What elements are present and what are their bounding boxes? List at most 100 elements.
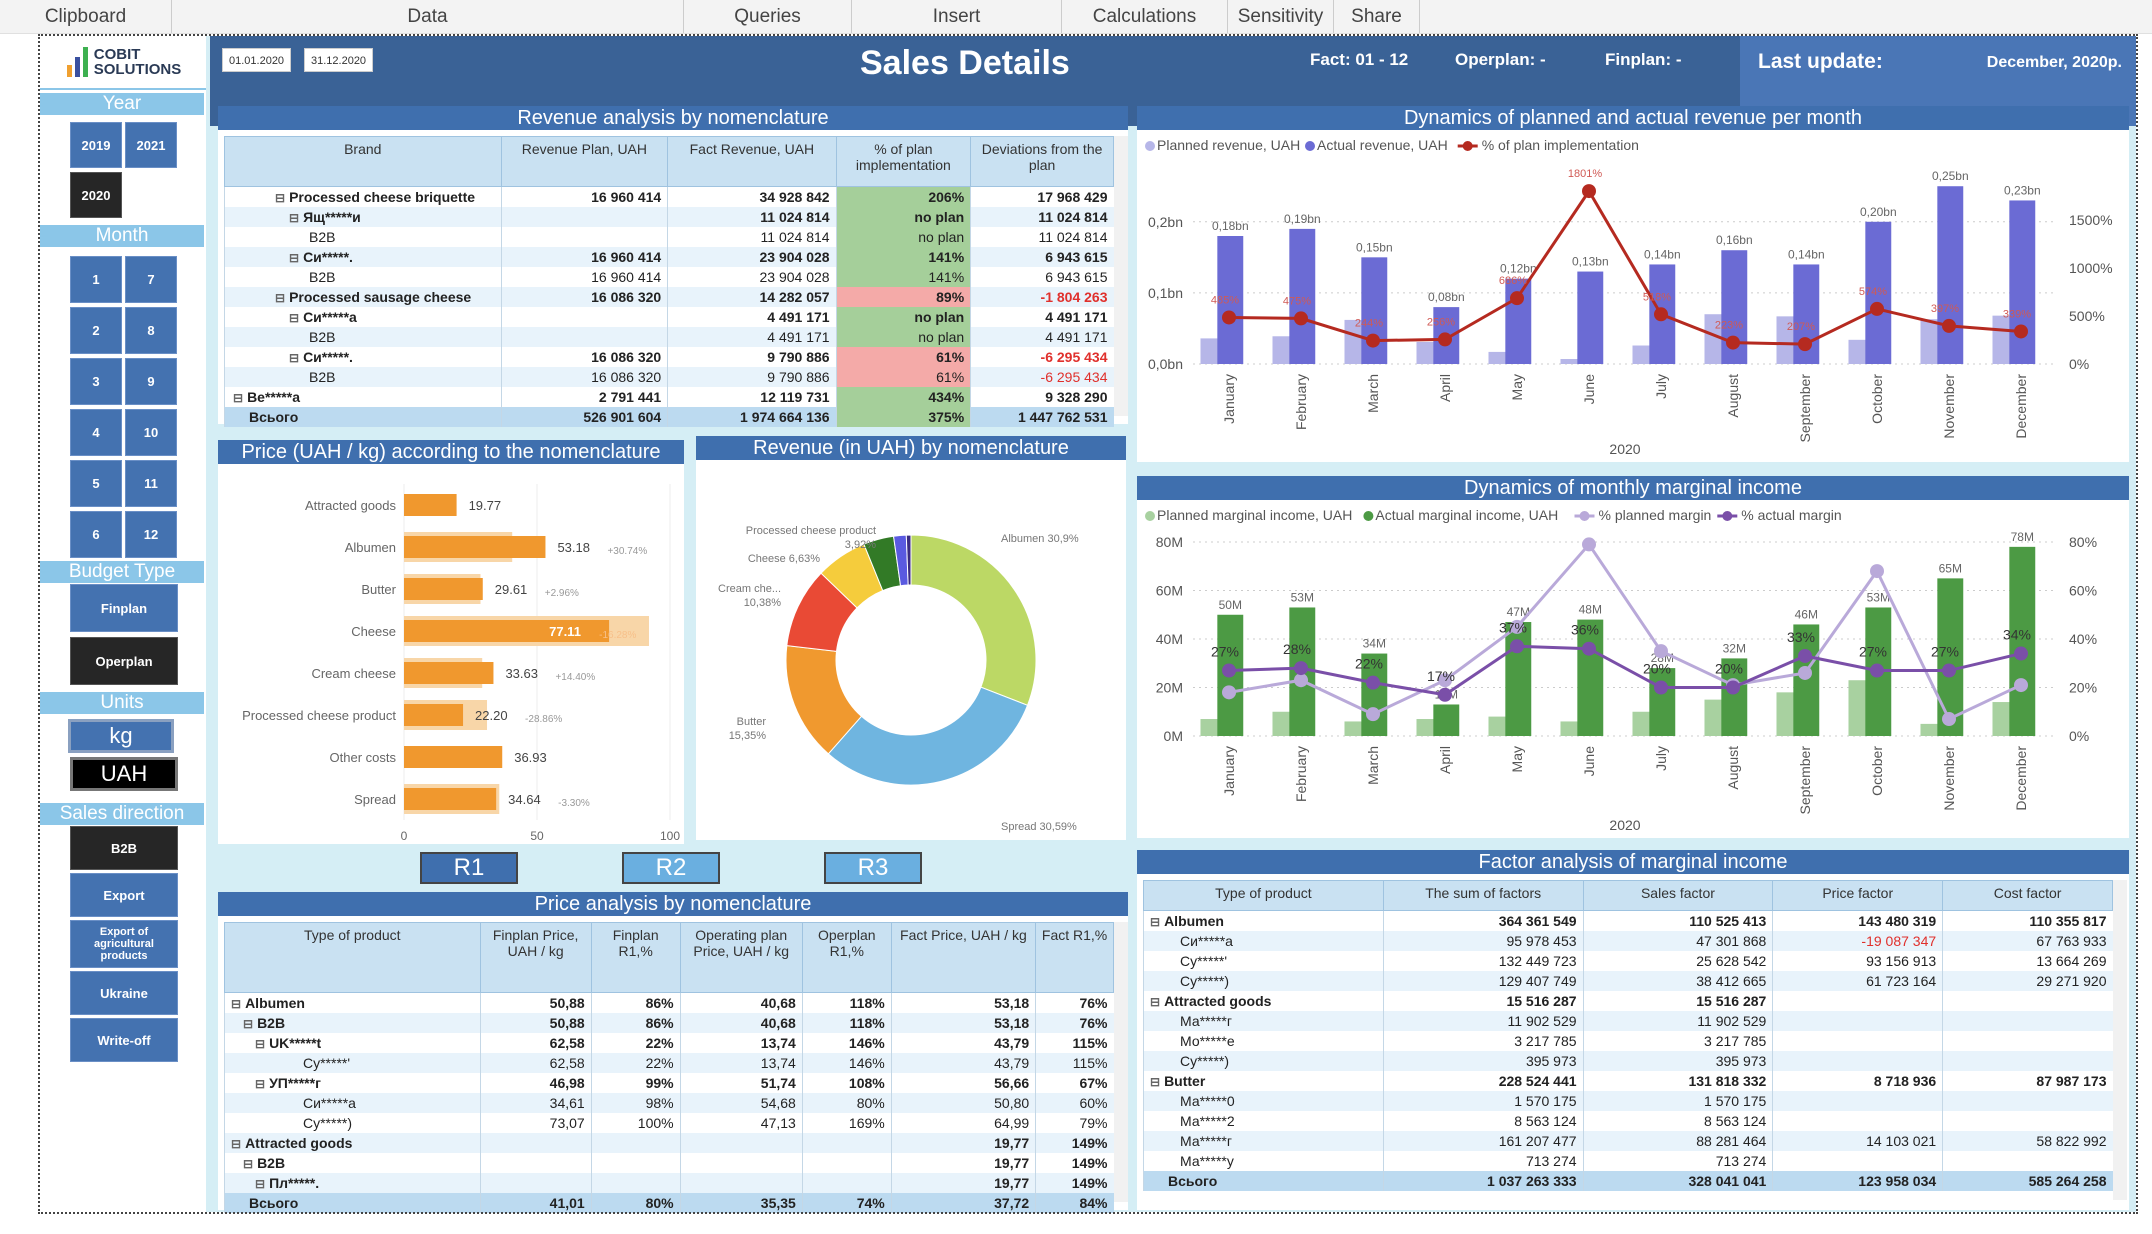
table-row[interactable]: ⊟ Attracted goods 19,77 149% [224,1132,1114,1153]
table-row[interactable]: B2B 16 086 320 9 790 886 61% -6 295 434 [224,366,1114,387]
revenue-header-cell[interactable]: Brand [224,136,502,187]
collapse-toggle-icon[interactable]: ⊟ [1150,1074,1161,1089]
factor-header-cell[interactable]: The sum of factors [1382,880,1584,911]
table-row[interactable]: Ма*****0 1 570 175 1 570 175 [1143,1090,2113,1111]
table-row[interactable]: ⊟ UK*****t 62,58 22% 13,74 146% 43,79 115% [224,1032,1114,1053]
table-row[interactable]: ⊟ УП*****г 46,98 99% 51,74 108% 56,66 67% [224,1072,1114,1093]
r1-button[interactable]: R1 [420,852,518,884]
collapse-toggle-icon[interactable]: ⊟ [243,1156,254,1171]
factor-header-cell[interactable]: Sales factor [1582,880,1774,911]
table-row[interactable]: Ма*****г 11 902 529 11 902 529 [1143,1010,2113,1031]
table-row[interactable]: ⊟ Albumen 50,88 86% 40,68 118% 53,18 76% [224,992,1114,1013]
month-6-button[interactable]: 6 [70,511,122,558]
month-7-button[interactable]: 7 [125,256,177,303]
price-header-cell[interactable]: Fact Price, UAH / kg [890,922,1037,993]
collapse-toggle-icon[interactable]: ⊟ [275,290,286,305]
table-row[interactable]: ⊟ Си*****. 16 086 320 9 790 886 61% -6 29… [224,346,1114,367]
month-1-button[interactable]: 1 [70,256,122,303]
date-from[interactable]: 01.01.2020 [222,48,292,72]
units-kg-button[interactable]: kg [68,719,174,753]
year-2020-button[interactable]: 2020 [70,172,122,218]
revenue-header-cell[interactable]: Revenue Plan, UAH [500,136,669,187]
collapse-toggle-icon[interactable]: ⊟ [255,1176,266,1191]
table-row[interactable]: B2B 11 024 814 no plan 11 024 814 [224,226,1114,247]
factor-header-cell[interactable]: Price factor [1772,880,1944,911]
table-row[interactable]: ⊟ Albumen 364 361 549 110 525 413 143 480 31… [1143,910,2113,931]
table-row[interactable]: Су*****) 73,07 100% 47,13 169% 64,99 79% [224,1112,1114,1133]
revenue-table-scrollbar[interactable] [1114,136,1128,416]
revenue-header-cell[interactable]: Fact Revenue, UAH [667,136,837,187]
sales-ukraine-button[interactable]: Ukraine [70,971,178,1015]
price-table-scrollbar[interactable] [1114,922,1128,1202]
sales-b2b-button[interactable]: B2B [70,826,178,870]
table-row[interactable]: B2B 16 960 414 23 904 028 141% 6 943 615 [224,266,1114,287]
sales-export-agri-button[interactable]: Export of agricultural products [70,920,178,968]
factor-table-scrollbar[interactable] [2113,880,2127,1200]
r2-button[interactable]: R2 [622,852,720,884]
ribbon-tab-calculations[interactable]: Calculations [1062,0,1228,33]
table-row[interactable]: ⊟ B2B 19,77 149% [224,1152,1114,1173]
price-header-cell[interactable]: Type of product [224,922,481,993]
collapse-toggle-icon[interactable]: ⊟ [243,1016,254,1031]
month-12-button[interactable]: 12 [125,511,177,558]
price-header-cell[interactable]: Operating plan Price, UAH / kg [679,922,803,993]
collapse-toggle-icon[interactable]: ⊟ [289,350,300,365]
table-row[interactable]: Си*****а 34,61 98% 54,68 80% 50,80 60% [224,1092,1114,1113]
collapse-toggle-icon[interactable]: ⊟ [231,1136,242,1151]
collapse-toggle-icon[interactable]: ⊟ [231,996,242,1011]
ribbon-tab-insert[interactable]: Insert [852,0,1062,33]
table-row[interactable]: Мо*****е 3 217 785 3 217 785 [1143,1030,2113,1051]
month-11-button[interactable]: 11 [125,460,177,507]
collapse-toggle-icon[interactable]: ⊟ [1150,994,1161,1009]
table-row[interactable]: ⊟ B2B 50,88 86% 40,68 118% 53,18 76% [224,1012,1114,1033]
price-header-cell[interactable]: Operplan R1,% [801,922,892,993]
table-row[interactable]: ⊟ Пл*****. 19,77 149% [224,1172,1114,1193]
revenue-header-cell[interactable]: % of plan implementation [835,136,972,187]
collapse-toggle-icon[interactable]: ⊟ [233,390,244,405]
price-header-cell[interactable]: Finplan Price, UAH / kg [479,922,592,993]
table-row[interactable]: ⊟ Butter 228 524 441 131 818 332 8 718 936 87… [1143,1070,2113,1091]
month-8-button[interactable]: 8 [125,307,177,354]
sales-writeoff-button[interactable]: Write-off [70,1018,178,1062]
table-row[interactable]: Су*****) 395 973 395 973 [1143,1050,2113,1071]
collapse-toggle-icon[interactable]: ⊟ [289,250,300,265]
table-row[interactable]: ⊟ Ящ*****и 11 024 814 no plan 11 024 814 [224,206,1114,227]
revenue-header-cell[interactable]: Deviations from the plan [970,136,1114,187]
collapse-toggle-icon[interactable]: ⊟ [289,310,300,325]
month-10-button[interactable]: 10 [125,409,177,456]
collapse-toggle-icon[interactable]: ⊟ [1150,914,1161,929]
table-row[interactable]: Ма*****2 8 563 124 8 563 124 [1143,1110,2113,1131]
price-header-cell[interactable]: Finplan R1,% [590,922,681,993]
collapse-toggle-icon[interactable]: ⊟ [255,1036,266,1051]
sales-export-button[interactable]: Export [70,873,178,917]
table-row[interactable]: Су*****' 132 449 723 25 628 542 93 156 913 1… [1143,950,2113,971]
collapse-toggle-icon[interactable]: ⊟ [289,210,300,225]
year-2019-button[interactable]: 2019 [70,122,122,168]
table-row[interactable]: Су*****) 129 407 749 38 412 665 61 723 164 2… [1143,970,2113,991]
table-row[interactable]: Ма*****у 713 274 713 274 [1143,1150,2113,1171]
ribbon-tab-queries[interactable]: Queries [684,0,852,33]
ribbon-tab-data[interactable]: Data [172,0,684,33]
budget-finplan-button[interactable]: Finplan [70,584,178,632]
table-row[interactable]: ⊟ Си*****а 4 491 171 no plan 4 491 171 [224,306,1114,327]
table-row[interactable]: Си*****а 95 978 453 47 301 868 -19 087 347 6… [1143,930,2113,951]
price-header-cell[interactable]: Fact R1,% [1035,922,1114,993]
month-9-button[interactable]: 9 [125,358,177,405]
month-4-button[interactable]: 4 [70,409,122,456]
month-3-button[interactable]: 3 [70,358,122,405]
table-row[interactable]: Су*****' 62,58 22% 13,74 146% 43,79 115% [224,1052,1114,1073]
units-uah-button[interactable]: UAH [70,757,178,791]
collapse-toggle-icon[interactable]: ⊟ [255,1076,266,1091]
ribbon-tab-sensitivity[interactable]: Sensitivity [1228,0,1334,33]
table-row[interactable]: B2B 4 491 171 no plan 4 491 171 [224,326,1114,347]
r3-button[interactable]: R3 [824,852,922,884]
ribbon-tab-clipboard[interactable]: Clipboard [0,0,172,33]
budget-operplan-button[interactable]: Operplan [70,637,178,685]
table-row[interactable]: Ма*****г 161 207 477 88 281 464 14 103 021 5… [1143,1130,2113,1151]
factor-header-cell[interactable]: Cost factor [1942,880,2113,911]
month-2-button[interactable]: 2 [70,307,122,354]
table-row[interactable]: ⊟ Processed sausage cheese 16 086 320 14 … [224,286,1114,307]
month-5-button[interactable]: 5 [70,460,122,507]
year-2021-button[interactable]: 2021 [125,122,177,168]
table-row[interactable]: ⊟ Attracted goods 15 516 287 15 516 287 [1143,990,2113,1011]
